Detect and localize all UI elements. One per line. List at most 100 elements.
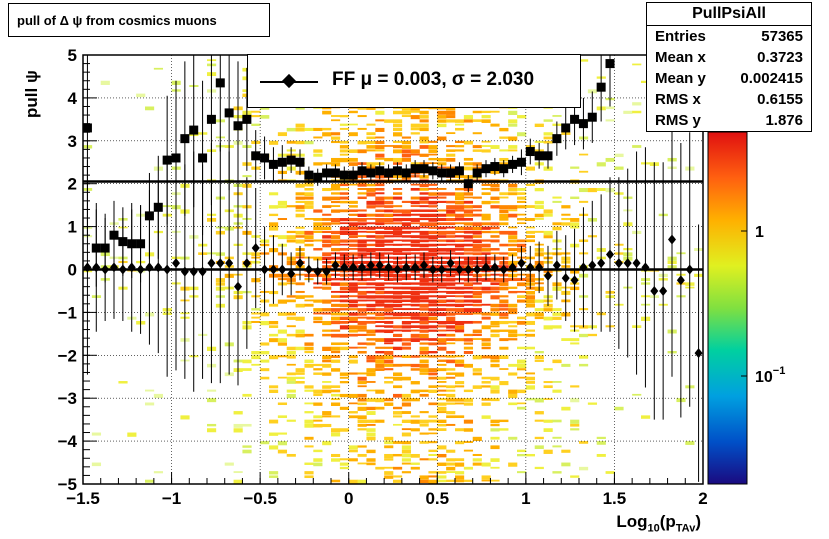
- heatmap-cell: [277, 338, 288, 343]
- heatmap-cell: [508, 363, 518, 367]
- heatmap-cell: [339, 320, 350, 324]
- heatmap-cell: [410, 368, 420, 371]
- heatmap-cell: [463, 192, 474, 196]
- heatmap-cell: [490, 222, 500, 226]
- heatmap-cell: [393, 316, 403, 320]
- heatmap-cell: [348, 286, 358, 291]
- heatmap-cell: [490, 235, 500, 238]
- stats-key: RMS x: [655, 91, 701, 108]
- heatmap-cell: [251, 320, 261, 323]
- heatmap-cell: [366, 303, 376, 308]
- heatmap-cell: [322, 196, 332, 201]
- heatmap-cell: [410, 127, 420, 131]
- mean-point: [668, 234, 676, 245]
- heatmap-cell: [375, 200, 385, 205]
- heatmap-cell: [384, 230, 394, 235]
- heatmap-cell: [419, 325, 429, 329]
- heatmap-cell: [410, 333, 420, 338]
- heatmap-cell: [463, 213, 474, 217]
- sigma-point: [251, 151, 261, 161]
- heatmap-cell: [401, 316, 412, 319]
- heatmap-cell: [260, 368, 270, 372]
- heatmap-cell: [543, 325, 553, 330]
- heatmap-cell: [393, 145, 403, 149]
- heatmap-cell: [401, 248, 412, 252]
- heatmap-cell: [304, 183, 314, 187]
- heatmap-cell: [357, 415, 367, 420]
- heatmap-cell: [357, 445, 367, 448]
- heatmap-cell: [437, 325, 447, 328]
- heatmap-cell: [401, 299, 412, 303]
- heatmap-cell: [543, 132, 553, 136]
- heatmap-cell: [481, 303, 491, 306]
- heatmap-cell: [428, 342, 438, 346]
- heatmap-cell: [348, 222, 358, 227]
- heatmap-cell: [517, 132, 527, 137]
- heatmap-cell: [393, 205, 403, 208]
- mean-point: [349, 262, 358, 273]
- heatmap-cell: [525, 295, 536, 300]
- mean-point: [260, 264, 269, 275]
- heatmap-cell: [277, 355, 288, 358]
- heatmap-cell: [446, 402, 456, 405]
- heatmap-cell: [313, 449, 323, 453]
- heatmap-cell: [348, 303, 358, 308]
- heatmap-cell: [410, 389, 420, 394]
- heatmap-cell: [286, 453, 296, 457]
- heatmap-cell: [366, 290, 376, 294]
- heatmap-cell: [393, 415, 403, 418]
- heatmap-cell: [348, 290, 358, 293]
- heatmap-cell: [419, 419, 429, 424]
- heatmap-cell: [499, 230, 509, 235]
- heatmap-cell: [375, 205, 385, 208]
- heatmap-cell: [339, 230, 350, 235]
- heatmap-cell: [561, 213, 571, 216]
- heatmap-cell: [552, 115, 562, 117]
- heatmap-cell: [472, 239, 482, 244]
- heatmap-cell: [322, 256, 332, 261]
- heatmap-cell: [393, 475, 403, 478]
- heatmap-cell: [251, 355, 261, 360]
- heatmap-cell: [286, 299, 296, 303]
- heatmap-cell: [339, 295, 350, 298]
- heatmap-cell: [322, 230, 332, 234]
- heatmap-cell: [428, 308, 438, 312]
- heatmap-cell: [463, 466, 474, 470]
- heatmap-cell: [322, 205, 332, 208]
- heatmap-cell: [375, 286, 385, 291]
- heatmap-cell: [401, 145, 412, 149]
- heatmap-cell: [508, 286, 518, 289]
- heatmap-cell: [348, 123, 358, 126]
- heatmap-cell: [401, 338, 412, 342]
- mean-point: [269, 264, 278, 275]
- heatmap-cell: [375, 299, 385, 304]
- heatmap-cell: [437, 248, 447, 252]
- heatmap-cell: [428, 157, 438, 161]
- heatmap-cell: [339, 183, 350, 187]
- heatmap-cell: [481, 218, 491, 221]
- heatmap-cell: [269, 222, 279, 227]
- heatmap-cell: [286, 376, 296, 381]
- heatmap-cell: [357, 243, 367, 248]
- heatmap-cell: [401, 282, 412, 285]
- stats-value: 0.6155: [757, 91, 803, 108]
- heatmap-cell: [375, 230, 385, 235]
- mean-point: [561, 273, 570, 284]
- heatmap-cell: [304, 423, 314, 428]
- heatmap-cell: [410, 462, 420, 465]
- heatmap-cell: [472, 286, 482, 290]
- heatmap-cell: [331, 415, 341, 418]
- heatmap-cell: [313, 389, 323, 394]
- heatmap-cell: [543, 235, 553, 239]
- heatmap-cell: [641, 80, 651, 83]
- heatmap-cell: [366, 428, 376, 432]
- sigma-point: [357, 166, 367, 176]
- heatmap-cell: [393, 110, 403, 115]
- heatmap-cell: [508, 192, 518, 196]
- sigma-point: [508, 159, 518, 169]
- heatmap-cell: [313, 316, 323, 321]
- heatmap-cell: [437, 209, 447, 212]
- heatmap-cell: [490, 226, 500, 230]
- heatmap-cell: [481, 355, 491, 359]
- data-markers: [82, 55, 703, 482]
